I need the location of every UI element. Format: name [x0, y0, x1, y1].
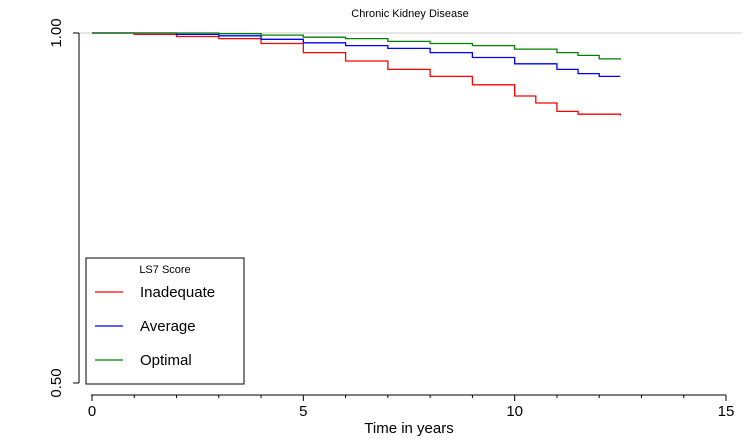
series-layer — [92, 32, 621, 116]
legend-label-optimal: Optimal — [140, 352, 192, 369]
y-tick-label: 0.50 — [48, 368, 65, 397]
x-tick-label: 5 — [299, 403, 307, 420]
legend-box — [85, 257, 245, 385]
series-line-inadequate — [92, 32, 621, 116]
x-tick-label: 0 — [88, 403, 96, 420]
legend-label-inadequate: Inadequate — [140, 284, 215, 301]
series-line-average — [92, 32, 621, 78]
legend-title: LS7 Score — [139, 264, 190, 276]
x-tick-label: 10 — [506, 403, 523, 420]
legend-items: Inadequate Average Optimal — [95, 284, 215, 369]
legend-label-average: Average — [140, 318, 196, 335]
y-axis-ticks: 0.50 1.00 — [48, 18, 79, 398]
x-axis-ticks: 0 5 10 15 — [88, 395, 735, 420]
x-axis-title: Time in years — [364, 420, 453, 437]
chart-title: Chronic Kidney Disease — [351, 8, 468, 20]
y-tick-label: 1.00 — [48, 18, 65, 47]
series-line-optimal — [92, 32, 621, 60]
x-tick-label: 15 — [718, 403, 735, 420]
legend: LS7 Score Inadequate Average Optimal — [85, 257, 245, 385]
